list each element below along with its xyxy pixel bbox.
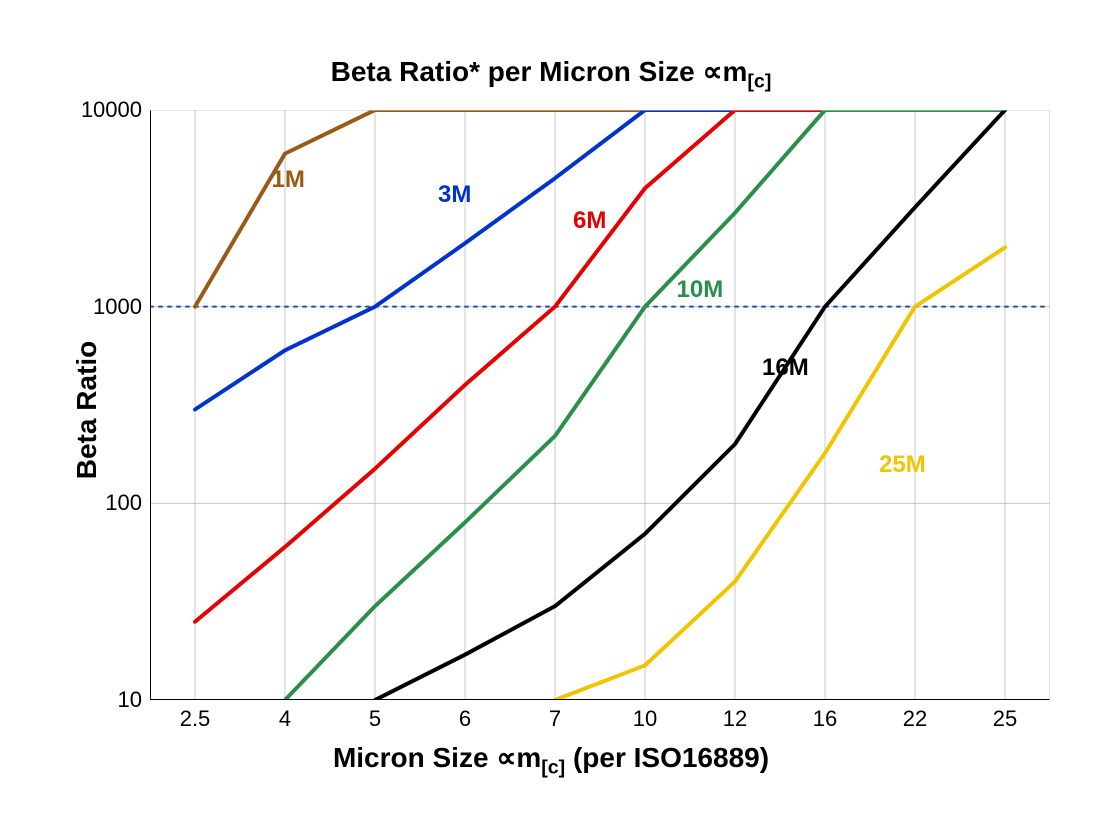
x-tick: 16 bbox=[813, 706, 837, 732]
x-tick: 4 bbox=[279, 706, 291, 732]
y-axis-label: Beta Ratio bbox=[71, 341, 103, 479]
y-tick: 10000 bbox=[42, 97, 142, 123]
plot-svg bbox=[150, 110, 1050, 700]
x-tick: 25 bbox=[993, 706, 1017, 732]
series-line-6M bbox=[195, 110, 1005, 622]
x-tick: 10 bbox=[633, 706, 657, 732]
x-axis-label: Micron Size ∝m[c] (per ISO16889) bbox=[0, 741, 1102, 780]
series-label-3M: 3M bbox=[438, 181, 471, 209]
series-line-3M bbox=[195, 110, 1005, 409]
chart-title: Beta Ratio* per Micron Size ∝m[c] bbox=[0, 55, 1102, 94]
series-label-6M: 6M bbox=[573, 207, 606, 235]
y-tick: 100 bbox=[42, 490, 142, 516]
x-tick: 22 bbox=[903, 706, 927, 732]
series-line-25M bbox=[555, 247, 1005, 700]
y-tick: 10 bbox=[42, 687, 142, 713]
x-tick: 12 bbox=[723, 706, 747, 732]
series-label-16M: 16M bbox=[762, 354, 809, 382]
series-label-25M: 25M bbox=[879, 451, 926, 479]
plot-area bbox=[150, 110, 1050, 700]
x-tick: 5 bbox=[369, 706, 381, 732]
series-label-10M: 10M bbox=[677, 276, 724, 304]
series-label-1M: 1M bbox=[272, 166, 305, 194]
y-tick: 1000 bbox=[42, 294, 142, 320]
x-tick: 2.5 bbox=[180, 706, 211, 732]
x-tick: 6 bbox=[459, 706, 471, 732]
x-tick: 7 bbox=[549, 706, 561, 732]
beta-ratio-chart: Beta Ratio* per Micron Size ∝m[c] Beta R… bbox=[0, 0, 1102, 820]
